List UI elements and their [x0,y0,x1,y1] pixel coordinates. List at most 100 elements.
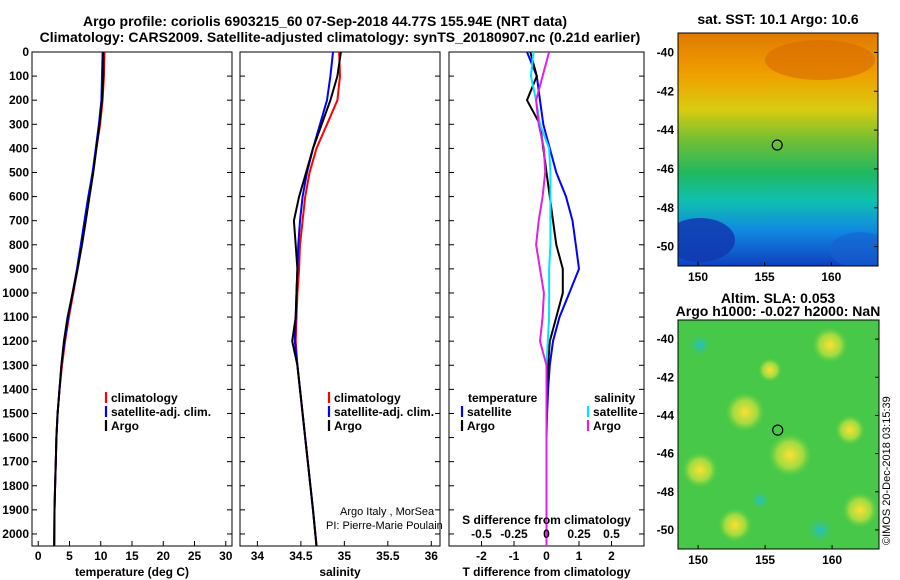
x-tick-label: 34.5 [289,549,313,563]
s-tick-label: 0 [543,527,550,541]
x-tick-label: 35.5 [376,549,400,563]
s-tick-label: 0.5 [603,527,620,541]
map-y-tick-label: -44 [657,408,675,422]
series-line-argo [291,52,342,546]
legend-label: climatology [334,391,401,405]
sst-map-frame [677,32,879,267]
salinity-xlabel: salinity [319,565,361,579]
y-tick-label: 1900 [2,503,29,517]
title-line-1: Argo profile: coriolis 6903215_60 07-Sep… [83,13,567,29]
y-tick-label: 600 [9,190,29,204]
x-tick-label: 5 [66,549,73,563]
y-tick-label: 1600 [2,431,29,445]
s-tick-label: 0.25 [567,527,591,541]
legend-label: satellite-adj. clim. [334,405,434,419]
sst-map-title: sat. SST: 10.1 Argo: 10.6 [697,11,859,27]
x-tick-label: 34 [251,549,265,563]
sla-map-frame [677,319,880,550]
s-tick-label: -0.25 [500,527,528,541]
x-tick-label: 1 [576,549,583,563]
x-tick-label: 10 [94,549,108,563]
map-y-tick-label: -44 [657,123,675,137]
map-x-tick-label: 150 [688,553,708,567]
title-line-2: Climatology: CARS2009. Satellite-adjuste… [40,29,641,45]
x-tick-label: 25 [188,549,202,563]
map-y-tick-label: -50 [657,240,675,254]
argo-position-marker-sla [772,424,784,436]
map-x-tick-label: 160 [822,553,842,567]
x-tick-label: -2 [476,549,487,563]
x-tick-label: 35 [338,549,352,563]
y-tick-label: 200 [9,93,29,107]
y-tick-label: 1500 [2,406,29,420]
x-tick-label: 30 [219,549,233,563]
x-tick-label: -1 [509,549,520,563]
legend-label: Argo [593,419,621,433]
legend-label: satellite [593,405,638,419]
sla-map-panel: Altim. SLA: 0.053 Argo h1000: -0.027 h20… [657,290,881,567]
map-y-tick-label: -50 [657,523,675,537]
argo-position-marker-sst [771,139,783,151]
series-line-climatology [294,52,342,546]
salinity-frame [239,51,441,547]
temperature-frame [31,51,233,547]
y-tick-label: 1800 [2,479,29,493]
y-tick-label: 1100 [3,310,29,324]
legend-temperature-title: temperature [468,391,538,405]
series-line-climatology [53,52,106,546]
map-x-tick-label: 150 [688,270,708,284]
map-x-tick-label: 160 [821,270,841,284]
y-tick-label: 0 [22,45,29,59]
credit-text: ©IMOS 20-Dec-2018 03:15:39 [881,396,893,545]
map-y-tick-label: -46 [657,162,675,176]
map-y-tick-label: -48 [657,201,675,215]
x-tick-label: 15 [125,549,139,563]
y-tick-label: 100 [9,69,29,83]
legend-label: Argo [467,419,495,433]
legend-label: satellite-adj. clim. [111,405,211,419]
sla-map-title-line-1: Altim. SLA: 0.053 [721,290,836,306]
x-tick-label: 20 [157,549,171,563]
salinity-panel: 34 34.5 35 35.5 36 salinity climatologysatelli… [239,51,443,579]
legend-label: Argo [334,419,362,433]
map-y-tick-label: -40 [657,332,675,346]
sst-cold-patch-east [830,232,878,266]
legend-label: satellite [467,405,512,419]
map-y-tick-label: -40 [657,45,675,59]
y-tick-label: 800 [9,238,29,252]
series-line-argo [525,52,564,546]
temperature-panel: 0 5 10 15 20 25 300100200300400500600700800900… [2,45,232,579]
y-tick-label: 400 [9,141,29,155]
y-tick-label: 1300 [2,358,29,372]
sst-cold-patch [678,218,735,262]
series-line-argo [535,52,551,546]
map-x-tick-label: 155 [755,270,775,284]
y-tick-label: 1000 [2,286,29,300]
map-y-tick-label: -48 [657,485,675,499]
y-tick-label: 300 [9,117,29,131]
x-tick-label: 36 [425,549,439,563]
y-tick-label: 1700 [2,455,29,469]
sst-map-panel: sat. SST: 10.1 Argo: 10.6 150 155 160 -40 -4… [657,11,879,284]
legend-label: Argo [111,419,139,433]
s-difference-label: S difference from climatology [462,513,631,527]
map-x-tick-label: 155 [755,553,775,567]
temperature-xlabel: temperature (deg C) [75,565,189,579]
y-tick-label: 1400 [2,382,29,396]
y-tick-label: 700 [9,214,29,228]
map-y-tick-label: -42 [657,84,675,98]
difference-xlabel: T difference from climatology [462,565,630,579]
sla-map-title-line-2: Argo h1000: -0.027 h2000: NaN [676,303,881,319]
y-tick-label: 1200 [2,334,29,348]
annotation-line-1: Argo Italy , MorSea [340,506,435,518]
x-tick-label: 0 [543,549,550,563]
s-tick-label: -0.5 [471,527,492,541]
annotation-line-2: PI: Pierre-Marie Poulain [326,520,443,532]
series-line-argo [53,52,105,546]
x-tick-label: 0 [35,549,42,563]
y-tick-label: 900 [9,262,29,276]
map-y-tick-label: -42 [657,370,675,384]
difference-panel: -2 -1 0 1 2 T difference from climatology -0.5… [448,51,645,579]
series-line-satellite [526,52,581,546]
